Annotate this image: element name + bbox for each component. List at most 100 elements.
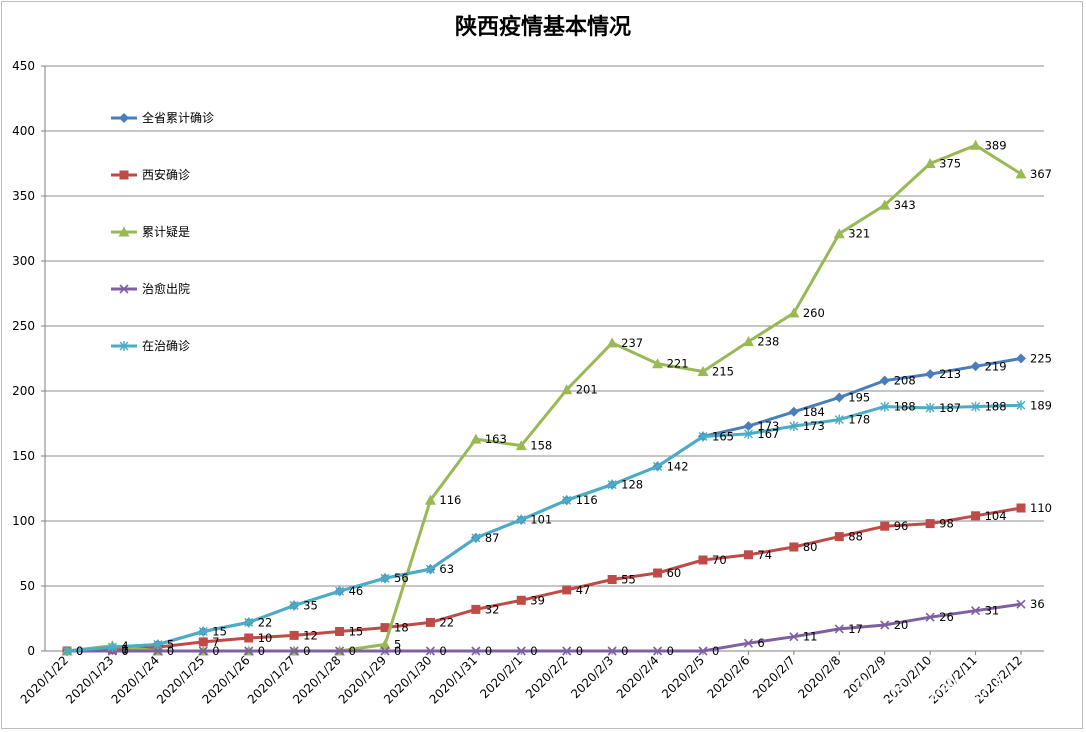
data-label: 321 (848, 227, 870, 241)
marker-stroke (653, 646, 663, 656)
x-tick-label: 2020/2/3 (568, 653, 616, 701)
data-label: 225 (1030, 352, 1052, 366)
point-marker (470, 433, 482, 444)
data-label: 110 (1030, 501, 1052, 515)
data-label: 6 (757, 636, 764, 650)
point-marker (562, 585, 572, 595)
x-tick-label: 2020/2/2 (523, 653, 571, 701)
point-marker (880, 401, 890, 412)
data-label: 163 (485, 432, 507, 446)
point-marker (653, 568, 663, 578)
data-label: 36 (1030, 597, 1045, 611)
y-tick-label: 100 (12, 514, 35, 528)
point-marker (789, 632, 799, 642)
marker-stroke (516, 646, 526, 656)
marker-stroke (743, 638, 753, 648)
data-label: 165 (712, 430, 734, 444)
marker-stroke (925, 612, 935, 622)
data-label: 0 (76, 644, 83, 658)
point-marker (970, 361, 981, 372)
data-label: 195 (848, 391, 870, 405)
point-marker (743, 421, 754, 432)
data-label: 128 (621, 478, 643, 492)
data-label: 367 (1030, 167, 1052, 181)
point-marker (289, 630, 299, 640)
data-label: 5 (167, 638, 174, 652)
data-label: 213 (939, 367, 961, 381)
data-label: 184 (803, 405, 825, 419)
point-marker (425, 617, 435, 627)
data-label: 60 (667, 566, 682, 580)
point-marker (925, 369, 936, 380)
legend-item-0: 全省累计确诊 (111, 110, 214, 125)
y-tick-label: 0 (27, 644, 35, 658)
data-label: 39 (530, 593, 545, 607)
point-marker (380, 623, 390, 633)
point-marker (789, 421, 799, 432)
data-label: 22 (258, 615, 273, 629)
point-marker (289, 600, 299, 611)
x-tick-label: 2020/1/27 (245, 653, 298, 706)
watermark: 知乎 @赵立敏 (855, 675, 1019, 705)
data-label: 0 (167, 644, 174, 658)
data-label: 11 (803, 630, 818, 644)
y-tick-label: 200 (12, 384, 35, 398)
data-label: 178 (848, 413, 870, 427)
point-marker (743, 638, 753, 648)
y-tick-label: 50 (20, 579, 35, 593)
data-label: 56 (394, 571, 409, 585)
x-tick-label: 2020/2/7 (750, 653, 798, 701)
legend-item-1: 西安确诊 (111, 167, 190, 182)
point-marker (1016, 599, 1026, 609)
point-marker (107, 642, 117, 653)
data-label: 96 (894, 519, 909, 533)
point-marker (788, 406, 799, 417)
point-marker (1016, 503, 1026, 513)
data-label: 15 (349, 625, 364, 639)
marker-stroke (698, 646, 708, 656)
data-label: 158 (530, 439, 552, 453)
marker-stroke (119, 284, 129, 294)
data-label: 98 (939, 517, 954, 531)
x-tick-label: 2020/1/28 (290, 653, 343, 706)
data-label: 7 (212, 635, 219, 649)
legend-label: 西安确诊 (142, 167, 190, 182)
data-label: 0 (258, 644, 265, 658)
y-tick-label: 450 (12, 59, 35, 73)
point-marker (516, 646, 526, 656)
x-tick-label: 2020/2/5 (659, 653, 707, 701)
marker-stroke (198, 646, 208, 656)
x-tick-label: 2020/1/29 (336, 653, 389, 706)
data-label: 15 (212, 625, 227, 639)
data-label: 343 (894, 198, 916, 212)
point-marker (198, 626, 208, 637)
marker-stroke (335, 646, 345, 656)
point-marker (743, 550, 753, 560)
x-tick-label: 2020/1/26 (199, 653, 252, 706)
point-marker (970, 139, 982, 150)
point-marker (119, 284, 129, 294)
point-marker (925, 402, 935, 413)
point-marker (924, 158, 936, 168)
point-marker (879, 375, 890, 386)
series-group (61, 139, 1027, 656)
data-label: 0 (349, 644, 356, 658)
data-label: 167 (757, 427, 779, 441)
series-line (66, 506, 1022, 653)
point-marker (562, 495, 572, 506)
point-marker (335, 646, 345, 656)
point-marker (289, 646, 299, 656)
data-label: 4 (121, 639, 128, 653)
point-marker (925, 519, 935, 529)
marker-stroke (971, 606, 981, 616)
marker-stroke (562, 646, 572, 656)
point-marker (834, 624, 844, 634)
data-label: 20 (894, 618, 909, 632)
data-label: 31 (985, 604, 1000, 618)
data-label: 70 (712, 553, 727, 567)
x-tick-label: 2020/2/4 (614, 653, 662, 701)
data-label: 260 (803, 306, 825, 320)
